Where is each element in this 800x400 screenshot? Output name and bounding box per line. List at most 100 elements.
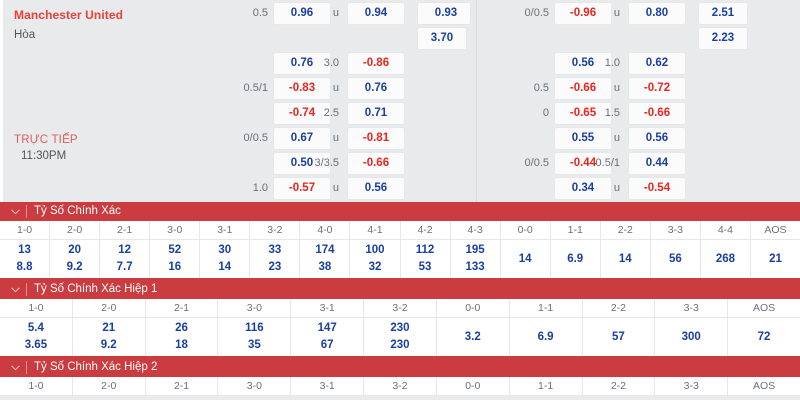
odd-cell-home-alt[interactable]: -0.96: [555, 3, 611, 24]
score-odds-cell[interactable]: 116 35: [218, 318, 290, 356]
score-odds-cell[interactable]: 174 38: [300, 240, 349, 278]
section-header[interactable]: Tỷ Số Chính Xác Hiệp 2: [0, 358, 800, 377]
correct-score-column: 2-1: [145, 377, 219, 396]
odd-cell-home[interactable]: 0.96: [274, 3, 330, 24]
score-odds-value: 100: [365, 244, 385, 256]
odd-cell-away-alt[interactable]: -0.72: [629, 78, 685, 99]
score-odds-value: 8.8: [16, 261, 33, 273]
total-label-alt: 1.5: [604, 107, 620, 119]
score-label: 2-1: [145, 299, 218, 318]
odd-cell-draw[interactable]: 0.93: [422, 3, 470, 24]
score-odds-cell[interactable]: 6.9: [551, 240, 600, 278]
score-odds-value: 26: [175, 322, 188, 334]
odd-cell-moneyline[interactable]: 2.51: [699, 3, 747, 24]
score-odds-cell[interactable]: 21: [751, 240, 800, 278]
odd-cell-home-alt[interactable]: 0.34: [555, 178, 611, 199]
correct-score-column: 0-0: [436, 377, 510, 396]
odd-cell-away[interactable]: 0.56: [348, 178, 404, 199]
section-header[interactable]: Tỷ Số Chính Xác: [0, 202, 800, 221]
score-odds-cell[interactable]: 3.2: [437, 318, 509, 356]
score-odds-cell[interactable]: 300: [655, 318, 727, 356]
score-odds-value: 147: [317, 322, 337, 334]
score-label: 3-1: [200, 221, 250, 240]
odds-group-main: 0.50.96u0.941.96e0.933.700.763.0-0.860.5…: [0, 0, 476, 202]
score-odds-cell[interactable]: 12 7.7: [100, 240, 149, 278]
odd-cell-away[interactable]: 0.71: [348, 103, 404, 124]
odd-cell-home[interactable]: -0.57: [274, 178, 330, 199]
total-label-alt: u: [613, 7, 620, 19]
score-odds-cell[interactable]: 13 8.8: [0, 240, 49, 278]
odd-cell-home-alt[interactable]: -0.44: [555, 153, 611, 174]
odd-cell-home[interactable]: 0.76: [274, 53, 330, 74]
score-odds-cell[interactable]: 33 23: [250, 240, 299, 278]
team-name[interactable]: Manchester United: [14, 8, 124, 22]
score-label: 0-0: [436, 377, 509, 396]
odd-cell-away[interactable]: 0.76: [348, 78, 404, 99]
score-odds-value: 72: [757, 330, 771, 343]
score-odds-cell[interactable]: 57: [583, 318, 655, 356]
score-label: 3-1: [291, 377, 364, 396]
odd-cell-home-alt[interactable]: -0.66: [555, 78, 611, 99]
score-odds-cell[interactable]: 147 67: [291, 318, 363, 356]
section-title: Tỷ Số Chính Xác Hiệp 2: [34, 361, 158, 373]
total-label-alt: u: [613, 82, 620, 94]
score-label: 2-1: [145, 377, 218, 396]
score-odds-value: 14: [618, 252, 632, 265]
score-odds-cell[interactable]: 14: [501, 240, 550, 278]
odd-cell-home[interactable]: 0.50: [274, 153, 330, 174]
score-odds-value: 52: [168, 244, 182, 256]
score-odds-cell[interactable]: 20 9.2: [50, 240, 99, 278]
odd-cell-home[interactable]: 0.67: [274, 128, 330, 149]
live-block: TRỰC TIẾP 11:30PM: [14, 134, 78, 162]
odd-cell-away-alt[interactable]: -0.54: [629, 178, 685, 199]
score-odds-cell[interactable]: 195 133: [451, 240, 500, 278]
correct-score-column: 4-1 100 32: [350, 221, 401, 278]
score-label: 2-0: [50, 221, 100, 240]
total-label: u: [332, 182, 339, 194]
odd-cell-away-alt[interactable]: 0.56: [629, 128, 685, 149]
score-odds-cell[interactable]: 6.9: [510, 318, 582, 356]
odd-cell-1x2[interactable]: 3.70: [418, 28, 466, 49]
chevron-down-icon[interactable]: [9, 202, 21, 221]
odd-cell-away-alt[interactable]: 0.62: [629, 53, 685, 74]
odd-cell-home-alt[interactable]: 0.55: [555, 128, 611, 149]
odd-cell-away-alt[interactable]: 0.80: [629, 3, 685, 24]
score-odds-cell[interactable]: 30 14: [200, 240, 249, 278]
score-odds-cell[interactable]: 52 16: [150, 240, 199, 278]
score-odds-cell[interactable]: 230 230: [364, 318, 436, 356]
score-odds-cell[interactable]: 56: [651, 240, 700, 278]
odd-cell-away[interactable]: -0.86: [348, 53, 404, 74]
chevron-down-icon[interactable]: [9, 280, 21, 299]
score-odds-cell[interactable]: 100 32: [350, 240, 399, 278]
odd-cell-home[interactable]: -0.83: [274, 78, 330, 99]
draw-label[interactable]: Hòa: [14, 29, 36, 41]
odd-cell-away[interactable]: -0.81: [348, 128, 404, 149]
score-odds-cell[interactable]: 112 53: [401, 240, 450, 278]
score-odds-cell[interactable]: 26 18: [146, 318, 218, 356]
section-header[interactable]: Tỷ Số Chính Xác Hiệp 1: [0, 280, 800, 299]
odd-cell-away[interactable]: -0.66: [348, 153, 404, 174]
score-label: 3-1: [291, 299, 364, 318]
odd-cell-home-alt[interactable]: -0.65: [555, 103, 611, 124]
correct-score-column: 4-3 195 133: [450, 221, 501, 278]
score-odds-cell[interactable]: 268: [701, 240, 750, 278]
score-odds-cell[interactable]: 21 9.2: [73, 318, 145, 356]
correct-score-section: Tỷ Số Chính Xác 1-0 13 8.8 2-0 20 9.2 2-1 12 7.7 3…: [0, 202, 800, 278]
score-odds-cell[interactable]: 5.4 3.65: [0, 318, 72, 356]
score-odds-cell[interactable]: 14: [601, 240, 650, 278]
odd-cell-home-alt[interactable]: 0.56: [555, 53, 611, 74]
score-label: AOS: [728, 377, 800, 396]
odd-cell-away-alt[interactable]: 0.44: [629, 153, 685, 174]
handicap-label-alt: 0: [542, 107, 549, 119]
score-odds-cell[interactable]: 72: [728, 318, 800, 356]
score-odds-value: 230: [390, 322, 410, 334]
odd-cell-home[interactable]: -0.74: [274, 103, 330, 124]
handicap-label: 1.0: [252, 182, 268, 194]
chevron-down-icon[interactable]: [9, 358, 21, 377]
score-label: 1-1: [509, 299, 582, 318]
odd-cell-moneyline[interactable]: 2.23: [699, 28, 747, 49]
odd-cell-away-alt[interactable]: -0.66: [629, 103, 685, 124]
odds-group-secondary: 0/0.5 -0.96 u 0.80 2.51 2.23 0.56 1.0 0.62 0.5 -0.…: [477, 0, 800, 202]
odd-cell-away[interactable]: 0.94: [348, 3, 404, 24]
correct-score-column: 0-0 3.2: [436, 299, 510, 356]
